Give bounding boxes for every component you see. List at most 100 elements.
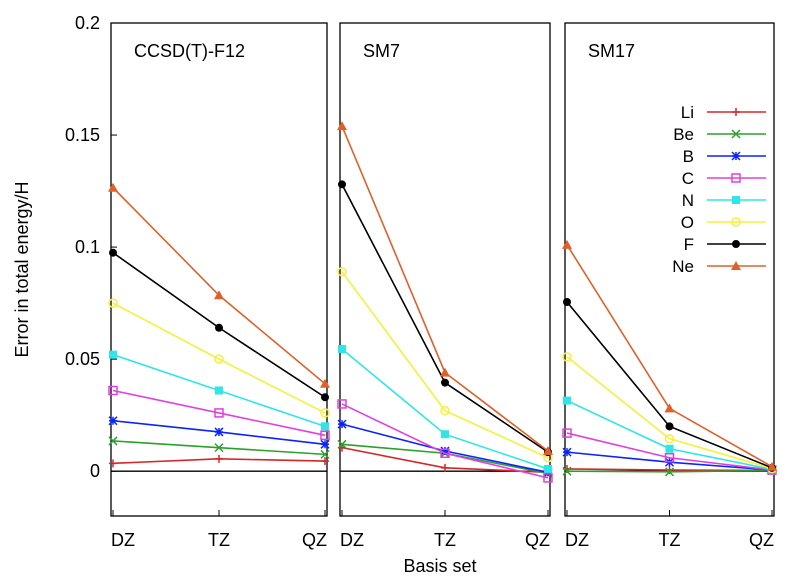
data-point xyxy=(338,345,346,354)
panel-title: SM17 xyxy=(588,41,635,61)
y-tick-label: 0.2 xyxy=(75,13,100,33)
x-tick-label: TZ xyxy=(659,530,681,550)
data-point xyxy=(440,446,450,456)
data-point xyxy=(320,449,330,459)
data-point xyxy=(562,352,572,362)
series-o xyxy=(337,266,553,463)
series-o xyxy=(562,352,777,474)
legend-marker xyxy=(731,129,741,139)
data-point xyxy=(563,396,571,405)
y-axis-label: Error in total energy/H xyxy=(12,181,32,357)
y-tick-label: 0 xyxy=(90,461,100,481)
data-point xyxy=(215,386,223,395)
series-c xyxy=(337,399,553,483)
legend-label: C xyxy=(682,169,694,188)
series-line xyxy=(341,403,549,479)
data-point xyxy=(441,430,449,439)
panel-frame xyxy=(110,22,328,517)
data-point xyxy=(109,248,117,257)
panel-title: CCSD(T)-F12 xyxy=(134,41,245,61)
data-point xyxy=(562,428,572,438)
x-tick-label: QZ xyxy=(525,530,550,550)
y-tick-label: 0.05 xyxy=(65,349,100,369)
data-point xyxy=(563,297,571,306)
legend-marker xyxy=(732,196,740,204)
data-point xyxy=(321,393,329,402)
x-tick-label: DZ xyxy=(565,530,589,550)
data-point xyxy=(214,427,224,437)
y-tick-label: 0.1 xyxy=(75,237,100,257)
data-point xyxy=(214,354,224,364)
y-tick-label: 0.15 xyxy=(65,125,100,145)
data-point xyxy=(337,419,347,429)
data-point xyxy=(441,463,449,472)
data-point xyxy=(664,433,675,444)
data-point xyxy=(337,121,347,131)
data-point xyxy=(543,446,553,456)
series-f xyxy=(109,248,329,402)
data-point xyxy=(320,408,330,418)
data-point xyxy=(215,323,223,332)
series-line xyxy=(341,271,549,459)
legend-marker xyxy=(731,217,741,227)
data-point xyxy=(562,239,572,249)
data-point xyxy=(665,422,674,431)
data-point xyxy=(767,461,777,471)
data-point xyxy=(337,266,347,277)
series-b xyxy=(108,416,330,449)
data-point xyxy=(215,454,223,463)
data-point xyxy=(109,459,117,468)
legend-marker xyxy=(731,173,741,183)
data-point xyxy=(320,430,330,441)
data-point xyxy=(108,182,118,192)
x-axis-label: Basis set xyxy=(403,556,476,576)
data-point xyxy=(440,367,450,377)
series-ne xyxy=(108,182,330,388)
data-point xyxy=(338,180,346,189)
legend-marker xyxy=(732,240,740,248)
x-tick-label: QZ xyxy=(749,530,774,550)
series-line xyxy=(341,125,549,452)
legend-entry-li: Li xyxy=(681,103,766,122)
legend-marker xyxy=(732,108,740,116)
series-ne xyxy=(562,239,777,471)
data-point xyxy=(440,448,450,459)
legend-entry-ne: Ne xyxy=(672,257,766,276)
series-be xyxy=(108,436,330,459)
data-point xyxy=(321,422,329,431)
data-point xyxy=(562,466,572,476)
legend-label: Li xyxy=(681,103,694,122)
data-point xyxy=(337,399,347,409)
panels: CCSD(T)-F12 DZ TZ QZ SM7 DZ TZ QZ SM17 DZ TZ QZ xyxy=(108,22,777,550)
legend-entry-n: N xyxy=(682,191,766,210)
panel-3: SM17 DZ TZ QZ xyxy=(562,22,777,550)
panel-1: CCSD(T)-F12 DZ TZ QZ xyxy=(108,22,330,550)
data-point xyxy=(320,439,330,449)
data-point xyxy=(214,408,224,418)
data-point xyxy=(337,439,347,449)
data-point xyxy=(108,436,118,446)
legend-label: Ne xyxy=(672,257,694,276)
panel-frame xyxy=(339,22,551,517)
legend-label: N xyxy=(682,191,694,210)
data-point xyxy=(665,444,674,453)
x-tick-label: QZ xyxy=(302,530,327,550)
data-point xyxy=(109,350,117,359)
legend-label: F xyxy=(684,235,694,254)
legend-entry-b: B xyxy=(683,147,766,166)
data-point xyxy=(108,298,118,308)
data-point xyxy=(664,452,675,463)
series-line xyxy=(566,432,773,471)
series-line xyxy=(112,389,326,437)
series-n xyxy=(338,345,552,473)
legend-label: B xyxy=(683,147,694,166)
data-point xyxy=(440,405,450,416)
series-o xyxy=(108,298,330,418)
x-tick-label: DZ xyxy=(340,530,364,550)
series-line xyxy=(341,183,549,453)
series-ne xyxy=(337,121,553,456)
legend-label: Be xyxy=(673,125,694,144)
data-point xyxy=(108,385,118,396)
x-tick-label: TZ xyxy=(434,530,456,550)
